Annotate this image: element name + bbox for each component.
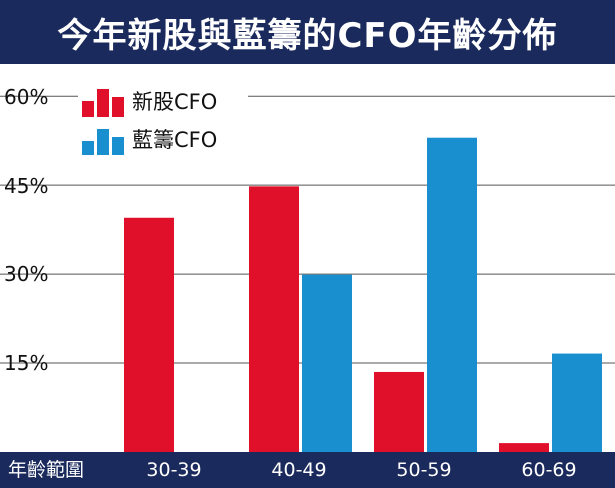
legend-item-bluechip: 藍籌CFO <box>82 122 217 156</box>
bar-ipo-40-49 <box>249 186 299 452</box>
x-axis-bar: 年齡範圍 30-39 40-49 50-59 60-69 <box>0 452 615 488</box>
plot-area: 60% 45% 30% 15% 新股CFO 藍籌CFO <box>0 64 615 452</box>
x-tick-label-50-59: 50-59 <box>396 459 452 481</box>
y-tick-label-60: 60% <box>4 85 49 109</box>
x-tick-label-60-69: 60-69 <box>521 459 577 481</box>
chart-title: 今年新股與藍籌的CFO年齡分佈 <box>57 15 558 56</box>
red-bars-icon <box>82 85 126 117</box>
bar-ipo-50-59 <box>374 371 424 452</box>
x-tick-label-40-49: 40-49 <box>271 459 327 481</box>
legend-label-ipo: 新股CFO <box>132 90 218 114</box>
legend-item-ipo: 新股CFO <box>82 84 217 118</box>
bar-bluechip-50-59 <box>427 137 477 452</box>
chart-svg <box>0 95 615 452</box>
chart-title-bar: 今年新股與藍籌的CFO年齡分佈 <box>0 0 615 64</box>
bar-bluechip-60-69 <box>552 353 602 452</box>
blue-bars-icon <box>82 123 126 155</box>
bar-ipo-60-69 <box>499 443 549 452</box>
legend-label-bluechip: 藍籌CFO <box>132 128 218 152</box>
x-axis-title: 年齡範圍 <box>8 459 85 481</box>
y-tick-label-15: 15% <box>4 351 49 375</box>
bar-ipo-30-39 <box>124 217 174 452</box>
y-tick-label-45: 45% <box>4 174 49 198</box>
bar-bluechip-40-49 <box>302 274 352 452</box>
y-tick-label-30: 30% <box>4 262 49 286</box>
x-tick-label-30-39: 30-39 <box>146 459 202 481</box>
legend: 新股CFO 藍籌CFO <box>78 80 248 162</box>
